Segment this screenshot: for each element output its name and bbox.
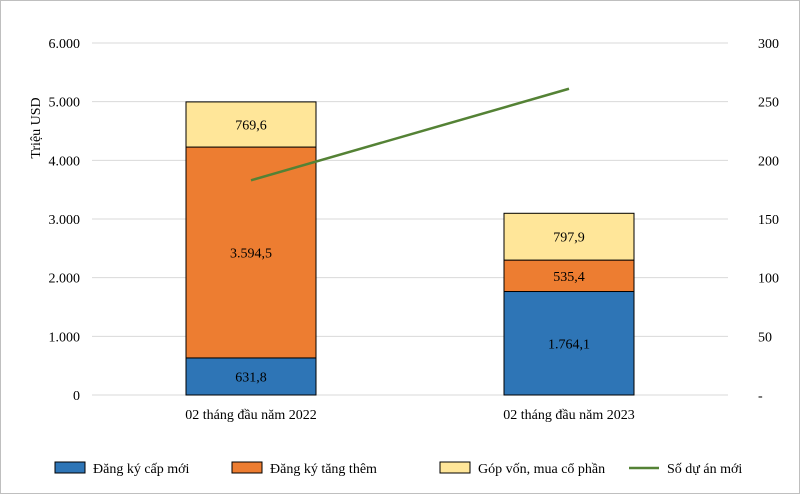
y-tick-label: 1.000: [49, 330, 81, 345]
y-tick-label: 4.000: [49, 154, 81, 169]
y2-tick-label: 200: [758, 154, 779, 169]
legend-label: Số dự án mới: [667, 462, 742, 477]
y-tick-label: 6.000: [49, 37, 81, 52]
x-tick-label: 02 tháng đầu năm 2023: [503, 408, 634, 423]
y-axis-title: Triệu USD: [29, 97, 44, 158]
y2-tick-label: 250: [758, 96, 779, 111]
data-label: 797,9: [553, 231, 585, 246]
y2-tick-label: 150: [758, 213, 779, 228]
y2-tick-label: 300: [758, 37, 779, 52]
bar-segment: [185, 357, 317, 396]
y-tick-label: 3.000: [49, 213, 81, 228]
y-tick-label: 2.000: [49, 272, 81, 287]
legend-swatch: [231, 461, 263, 474]
bar-segment: [503, 259, 635, 293]
data-label: 3.594,5: [230, 246, 272, 261]
y2-tick-label: -: [758, 389, 763, 404]
legend-label: Đăng ký cấp mới: [93, 462, 190, 477]
bar-segment: [185, 101, 317, 148]
bar-segment: [185, 146, 317, 359]
legend-label: Góp vốn, mua cổ phần: [478, 462, 605, 477]
data-label: 535,4: [553, 270, 585, 285]
y2-tick-label: 100: [758, 272, 779, 287]
legend-swatch: [54, 461, 86, 474]
data-label: 769,6: [235, 118, 267, 133]
data-label: 631,8: [235, 370, 267, 385]
data-label: 1.764,1: [548, 337, 590, 352]
bar-segment: [503, 291, 635, 396]
y2-tick-label: 50: [758, 330, 772, 345]
legend-label: Đăng ký tăng thêm: [270, 462, 377, 477]
y-tick-label: 5.000: [49, 96, 81, 111]
y-tick-label: 0: [73, 389, 80, 404]
series-line: [250, 87, 570, 182]
x-tick-label: 02 tháng đầu năm 2022: [185, 408, 316, 423]
bar-segment: [503, 212, 635, 261]
legend-swatch: [439, 461, 471, 474]
